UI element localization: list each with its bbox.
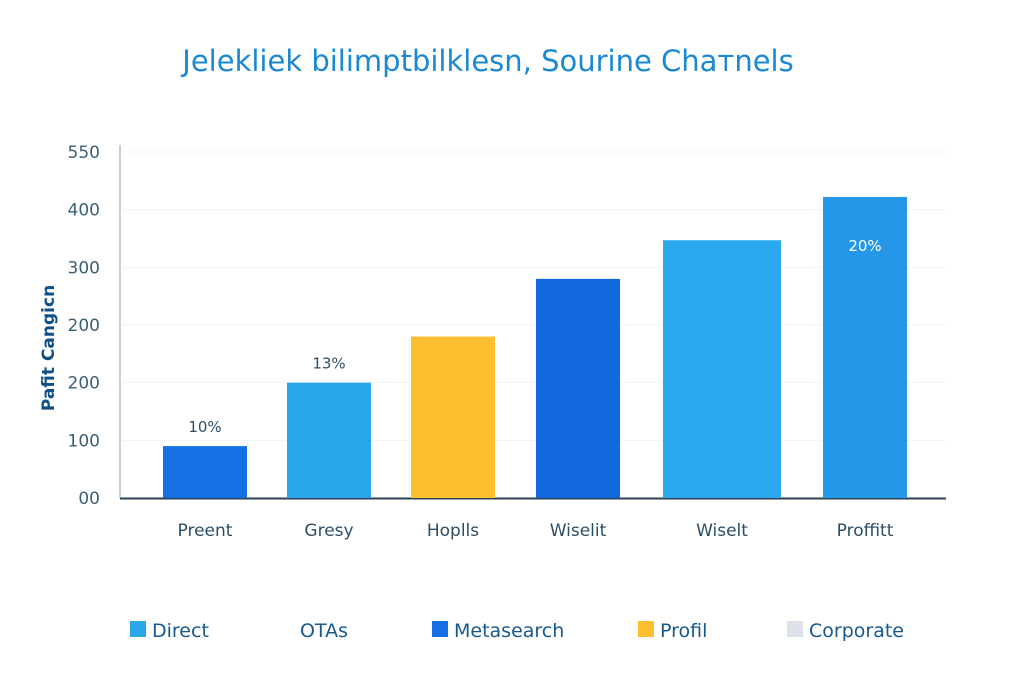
y-tick-label: 200: [68, 374, 100, 394]
bar-hoplls: [411, 336, 495, 498]
legend-item-corporate: Corporate: [787, 620, 904, 642]
y-tick-label: 00: [78, 489, 100, 509]
bar-wiselt: [663, 240, 781, 499]
x-tick-label: Wiselt: [696, 521, 748, 541]
bar-wiselit: [536, 278, 620, 498]
legend-swatch: [432, 621, 448, 637]
y-tick-label: 550: [68, 143, 100, 163]
legend-label: Corporate: [809, 620, 904, 642]
x-tick-label: Hoplls: [427, 521, 479, 541]
legend-item-direct: Direct: [130, 620, 209, 642]
legend-label: OTAs: [300, 620, 348, 642]
chart-title: Jelekliek bilimptbilklesn, Sourine Chaтn…: [180, 44, 793, 78]
x-tick-label: Gresy: [304, 521, 353, 541]
legend-swatch: [130, 621, 146, 637]
legend-label: Metasearch: [454, 620, 564, 642]
y-tick-label: 300: [68, 258, 100, 278]
legend-swatch: [787, 621, 803, 637]
x-tick-label: Preent: [178, 521, 233, 541]
legend-item-profil: Profil: [638, 620, 707, 642]
legend-item-otas: OTAs: [300, 620, 348, 642]
bar-preent: [163, 446, 247, 498]
y-axis-label: Pafit Cangicn: [39, 285, 59, 411]
legend-label: Profil: [660, 620, 707, 642]
y-tick-label: 200: [68, 316, 100, 336]
data-label: 13%: [312, 355, 345, 373]
data-label: 20%: [848, 237, 881, 255]
y-tick-label: 100: [68, 431, 100, 451]
x-tick-label: Proffitt: [837, 521, 894, 541]
legend-item-metasearch: Metasearch: [432, 620, 564, 642]
bar-proffitt: [823, 196, 907, 499]
x-tick-label: Wiselit: [550, 521, 607, 541]
bar-gresy: [287, 382, 371, 498]
data-label: 10%: [188, 418, 221, 436]
legend-swatch: [638, 621, 654, 637]
y-tick-label: 400: [68, 201, 100, 221]
legend-label: Direct: [152, 620, 209, 642]
